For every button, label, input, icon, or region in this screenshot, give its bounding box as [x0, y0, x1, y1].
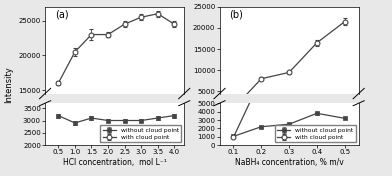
X-axis label: NaBH₄ concentration, % m/v: NaBH₄ concentration, % m/v	[235, 158, 343, 167]
Text: (a): (a)	[55, 9, 69, 19]
Legend: without cloud point, with cloud point: without cloud point, with cloud point	[275, 125, 356, 142]
Text: (b): (b)	[229, 9, 243, 19]
Legend: without cloud point, with cloud point: without cloud point, with cloud point	[100, 125, 181, 142]
Text: Intensity: Intensity	[4, 66, 13, 103]
X-axis label: HCl concentration,  mol L⁻¹: HCl concentration, mol L⁻¹	[63, 158, 167, 167]
